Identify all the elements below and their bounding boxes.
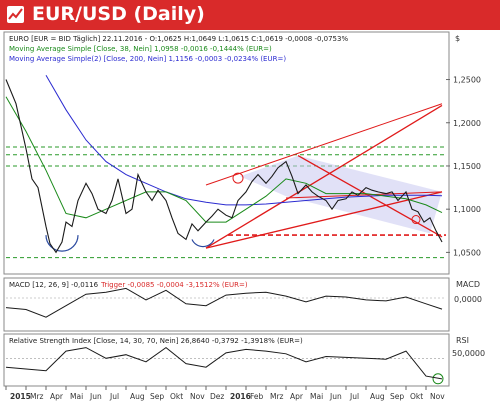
bottom-arc-1 bbox=[45, 235, 79, 252]
rising-channel-mid bbox=[205, 103, 443, 186]
currency-label: $ bbox=[455, 34, 460, 43]
x-tick-label: Sep bbox=[150, 392, 164, 401]
x-tick-label: Sep bbox=[390, 392, 404, 401]
x-tick-label: Aug bbox=[370, 392, 385, 401]
macd-panel bbox=[3, 277, 450, 332]
x-tick-label: Nov bbox=[430, 392, 445, 401]
x-tick-label: Mrz bbox=[270, 392, 284, 401]
falling-channel-lower bbox=[285, 191, 443, 199]
rsi-axis-label: RSI bbox=[456, 336, 469, 345]
rsi-panel bbox=[3, 333, 450, 387]
legend-macd-main: MACD [12, 26, 9] -0,0116 bbox=[9, 281, 99, 289]
x-tick-label: 2015 bbox=[10, 392, 31, 401]
legend-macd-trigger: Trigger -0,0085 -0,0004 -3,1512% (EUR=) bbox=[100, 281, 248, 289]
x-tick-label: Feb bbox=[250, 392, 264, 401]
falling-channel-fill bbox=[240, 155, 442, 234]
x-tick-label: Apr bbox=[50, 392, 64, 401]
rising-channel-lower bbox=[205, 191, 443, 249]
legend-instrument: EURO [EUR = BID Täglich] 22.11.2016 - O:… bbox=[9, 35, 348, 43]
x-tick-label: Nov bbox=[190, 392, 205, 401]
series-rsi bbox=[5, 346, 443, 380]
y-tick-label: 1,1500 bbox=[453, 162, 481, 171]
chart-app-icon bbox=[7, 6, 24, 23]
series-macd bbox=[5, 287, 443, 318]
x-tick-label: Apr bbox=[290, 392, 304, 401]
macd-axis-label: MACD bbox=[456, 280, 480, 289]
series bbox=[5, 74, 443, 380]
macd-zero-label: 0,0000 bbox=[454, 295, 482, 304]
x-tick-label: Jul bbox=[109, 392, 119, 401]
rising-channel-upper bbox=[205, 104, 443, 249]
legend-ma38: Moving Average Simple [Close, 38, Nein] … bbox=[9, 45, 272, 53]
y-tick-label: 1,2000 bbox=[453, 119, 481, 128]
legend-ma200: Moving Average Simple(2) [Close, 200, Ne… bbox=[9, 55, 286, 63]
y-tick-labels: 1,2500 1,2000 1,1500 1,1000 1,0500 bbox=[446, 76, 481, 257]
x-tick-label: 2016 bbox=[230, 392, 251, 401]
y-tick-label: 1,0500 bbox=[453, 248, 481, 257]
legend-macd: MACD [12, 26, 9] -0,0116 Trigger -0,0085 … bbox=[9, 281, 248, 289]
title-bar: EUR/USD (Daily) bbox=[0, 0, 500, 30]
x-tick-label: Jun bbox=[329, 392, 342, 401]
price-panel bbox=[3, 31, 450, 275]
rsi-50-label: 50,0000 bbox=[452, 349, 485, 358]
x-tick-label: Mrz bbox=[30, 392, 44, 401]
y-tick-label: 1,2500 bbox=[453, 76, 481, 85]
x-tick-label: Mai bbox=[70, 392, 83, 401]
x-tick-label: Aug bbox=[130, 392, 145, 401]
x-tick-label: Mai bbox=[310, 392, 323, 401]
legend-rsi: Relative Strength Index [Close, 14, 30, … bbox=[9, 337, 303, 345]
x-tick-label: Jun bbox=[89, 392, 102, 401]
x-tick-label: Jul bbox=[349, 392, 359, 401]
peak-marker-1 bbox=[232, 172, 244, 184]
chart-title: EUR/USD (Daily) bbox=[32, 3, 205, 25]
series-price bbox=[5, 79, 443, 254]
rsi-oversold-marker bbox=[432, 373, 444, 385]
x-tick-label: Dez bbox=[210, 392, 224, 401]
x-tick-labels: 2015 Mrz Apr Mai Jun Jul Aug Sep Okt Nov Dez 2016 Fe… bbox=[5, 386, 445, 401]
x-tick-label: Okt bbox=[410, 392, 423, 401]
low-marker bbox=[411, 215, 421, 225]
annotations bbox=[45, 103, 444, 385]
series-ma38 bbox=[5, 96, 443, 223]
x-tick-label: Okt bbox=[170, 392, 183, 401]
y-tick-label: 1,1000 bbox=[453, 205, 481, 214]
chart-area: $ 1,2500 1,2000 1,1500 1,1000 1,0500 MACD 0,… bbox=[3, 31, 485, 401]
bottom-arc-2 bbox=[191, 239, 215, 248]
